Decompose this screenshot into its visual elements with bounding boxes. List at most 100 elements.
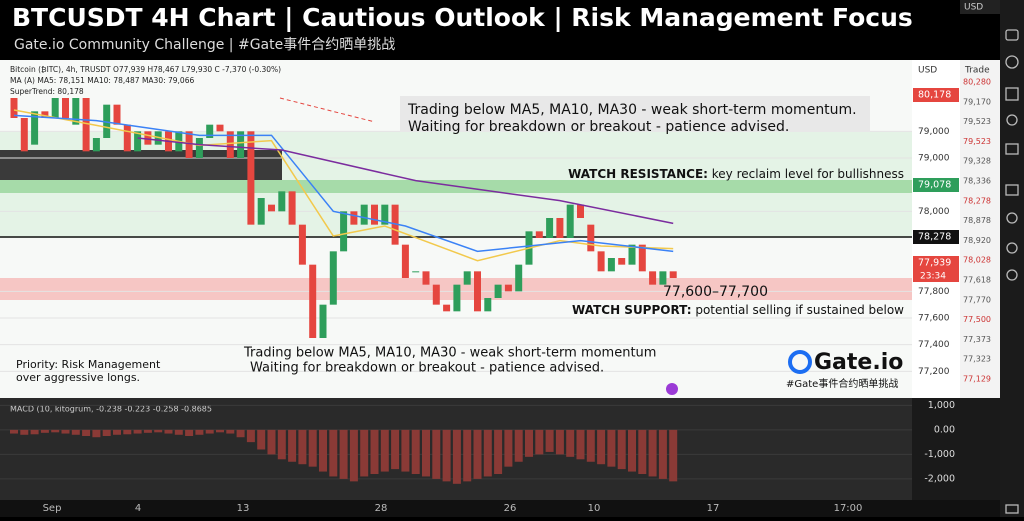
macd-bar xyxy=(164,429,173,434)
macd-bar xyxy=(61,429,70,434)
candle xyxy=(649,271,657,285)
note-line: Waiting for breakdown or breakout - pati… xyxy=(408,119,789,135)
candle xyxy=(134,131,142,152)
flash-icon[interactable] xyxy=(666,383,678,395)
icon[interactable] xyxy=(1005,504,1019,514)
candle xyxy=(340,211,348,252)
icon[interactable] xyxy=(1005,87,1019,101)
candle xyxy=(257,198,265,225)
macd-bar xyxy=(20,429,29,435)
candle xyxy=(319,304,327,338)
currency[interactable]: USD xyxy=(964,3,983,13)
macd-bar xyxy=(102,429,111,437)
resistance-note: WATCH RESISTANCE: key reclaim level for … xyxy=(568,167,904,181)
y-tick-label: 77,600 xyxy=(918,314,950,324)
trade-price: 78,878 xyxy=(963,216,991,225)
macd-bar xyxy=(288,429,297,462)
candle xyxy=(638,244,646,272)
macd-bar xyxy=(298,429,307,465)
candle xyxy=(494,284,502,298)
macd-bar xyxy=(51,429,60,433)
candle xyxy=(432,284,440,305)
candle xyxy=(185,131,193,158)
sidebar-icons[interactable] xyxy=(1005,29,1019,514)
price-axis xyxy=(912,60,960,398)
candle xyxy=(41,111,49,118)
macd-bar xyxy=(92,429,101,438)
macd-legend: MACD (10, kitogrum, -0.238 -0.223 -0.258… xyxy=(10,405,212,414)
macd-bar xyxy=(226,429,235,434)
candle xyxy=(278,191,286,212)
macd-bar xyxy=(638,429,647,475)
macd-bar xyxy=(329,429,338,477)
currency-select[interactable] xyxy=(960,0,1000,14)
macd-bar xyxy=(452,429,461,484)
x-tick-label: 26 xyxy=(504,503,517,514)
candle xyxy=(422,271,430,285)
candle xyxy=(659,271,667,285)
macd-bar xyxy=(566,429,575,457)
macd-bar xyxy=(370,429,379,475)
x-tick-label: 28 xyxy=(375,503,388,514)
subtitle: Gate.io Community Challenge | #Gate事件合约晒… xyxy=(14,37,395,53)
macd-bar xyxy=(143,429,152,433)
logo-tag: #Gate事件合约晒单挑战 xyxy=(786,377,898,390)
candle xyxy=(226,131,234,158)
icon[interactable] xyxy=(1006,212,1018,224)
candle xyxy=(474,271,481,312)
ma-line xyxy=(137,137,674,225)
macd-bar xyxy=(123,429,132,435)
macd-bar xyxy=(195,429,204,435)
macd-bar xyxy=(113,429,121,435)
price-tag-label: 80,178 xyxy=(918,90,951,101)
macd-bar xyxy=(576,429,585,460)
macd-bar xyxy=(463,429,472,482)
macd-tick-label: -1,000 xyxy=(924,449,955,460)
price-header: USD xyxy=(918,66,937,76)
icon[interactable] xyxy=(1006,269,1018,281)
macd-bar xyxy=(10,429,18,434)
macd-bar xyxy=(257,429,266,450)
macd-bar xyxy=(535,429,544,455)
candle xyxy=(288,191,296,225)
shaded-band xyxy=(0,150,282,180)
trade-price: 78,278 xyxy=(963,196,991,205)
candle xyxy=(20,118,28,152)
macd-bar xyxy=(349,429,358,482)
macd-bar xyxy=(555,429,564,455)
icon[interactable] xyxy=(1005,29,1019,41)
candle xyxy=(237,131,245,158)
macd-bar xyxy=(391,429,400,470)
icon[interactable] xyxy=(1005,143,1019,155)
candle xyxy=(412,271,420,273)
trade-price: 79,328 xyxy=(963,157,991,166)
macd-tick-label: -2,000 xyxy=(924,473,955,484)
candle xyxy=(566,204,574,238)
macd-bar xyxy=(246,429,255,443)
candle xyxy=(484,298,492,312)
ma-line xyxy=(13,109,674,262)
priority-note: Priority: Risk Management xyxy=(16,358,161,371)
trade-header: Trade xyxy=(964,66,990,76)
candle xyxy=(72,98,80,125)
trade-column xyxy=(960,60,1000,398)
macd-bar xyxy=(40,429,49,433)
macd-bar xyxy=(545,429,554,452)
trade-price: 77,618 xyxy=(963,276,991,285)
candle xyxy=(546,218,554,238)
macd-bar xyxy=(308,429,317,467)
icon[interactable] xyxy=(1006,114,1018,126)
lower-note: Trading below MA5, MA10, MA30 - weak sho… xyxy=(243,346,656,361)
macd-bar xyxy=(669,429,678,482)
macd-bar xyxy=(154,429,163,433)
macd-tick-label: 0.00 xyxy=(934,424,955,435)
support-range: 77,600–77,700 xyxy=(663,284,768,300)
trade-price: 78,028 xyxy=(963,256,991,265)
icon[interactable] xyxy=(1005,184,1019,196)
macd-bar xyxy=(514,429,523,462)
support-label: WATCH SUPPORT: xyxy=(572,303,691,317)
icon[interactable] xyxy=(1006,242,1018,254)
trade-price: 79,170 xyxy=(963,97,991,106)
price-tag xyxy=(913,230,959,244)
icon[interactable] xyxy=(1005,55,1019,69)
